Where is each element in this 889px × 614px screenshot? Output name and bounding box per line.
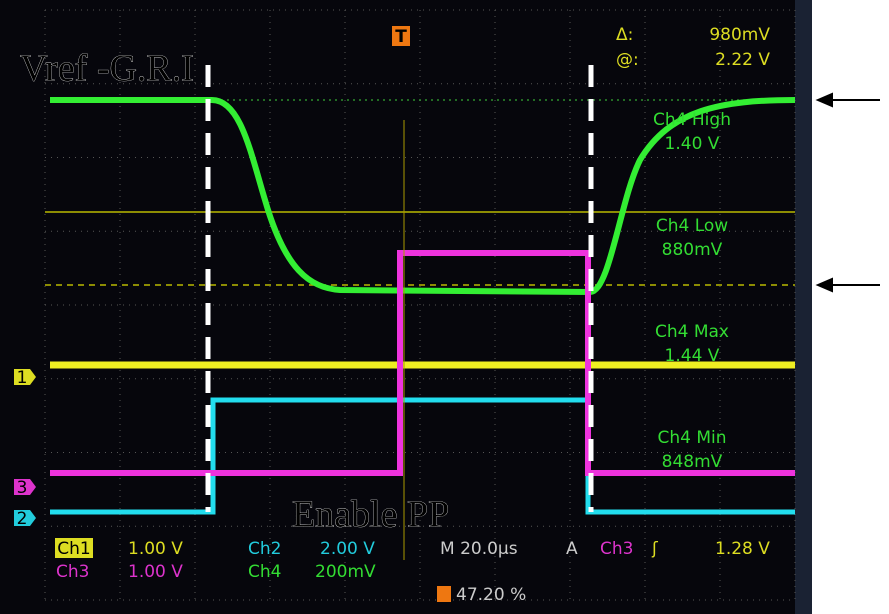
status-trigger-source: Ch3 (600, 539, 633, 559)
cursor-at-label: @: (616, 50, 639, 70)
ch2-marker-label: 2 (17, 509, 28, 529)
status-ch4: Ch4 (248, 562, 281, 582)
status-ch4-scale: 200mV (315, 562, 376, 582)
measurement-value: 880mV (662, 240, 723, 260)
trigger-marker-label: T (395, 27, 407, 47)
ch3-marker-label: 3 (17, 478, 28, 498)
measurement-label: Ch4 Min (657, 428, 726, 448)
annotation-title: Vref -G.R.I (20, 48, 194, 90)
measurement-label: Ch4 Low (656, 216, 728, 236)
status-trigger-mode: A (566, 539, 578, 559)
status-trigger-level: 1.28 V (715, 539, 770, 559)
trigger-position-icon (437, 586, 451, 602)
status-ch1: Ch1 (57, 539, 90, 559)
status-ch3: Ch3 (56, 562, 89, 582)
cursor-delta: 980mV (709, 25, 770, 45)
status-timebase: M 20.0µs (440, 539, 518, 559)
sidebar (795, 0, 812, 614)
ch1-marker-label: 1 (17, 368, 28, 388)
scope-screenshot: 1 3 2 T Vref -G.R.I Enable PP Δ: 980mV @… (0, 0, 889, 614)
cursor-at: 2.22 V (715, 50, 770, 70)
status-trigger-position: 47.20 % (456, 585, 526, 605)
status-ch3-scale: 1.00 V (128, 562, 183, 582)
measurement-label: Ch4 High (653, 110, 731, 130)
status-ch1-scale: 1.00 V (128, 539, 183, 559)
status-ch2-scale: 2.00 V (320, 539, 375, 559)
arrows (818, 94, 880, 291)
measurement-value: 848mV (662, 452, 723, 472)
status-ch2: Ch2 (248, 539, 281, 559)
measurement-value: 1.40 V (665, 134, 720, 154)
measurement-label: Ch4 Max (655, 322, 729, 342)
cursor-delta-label: Δ: (616, 25, 633, 45)
annotation-caption: Enable PP (292, 494, 449, 536)
measurement-value: 1.44 V (665, 346, 720, 366)
